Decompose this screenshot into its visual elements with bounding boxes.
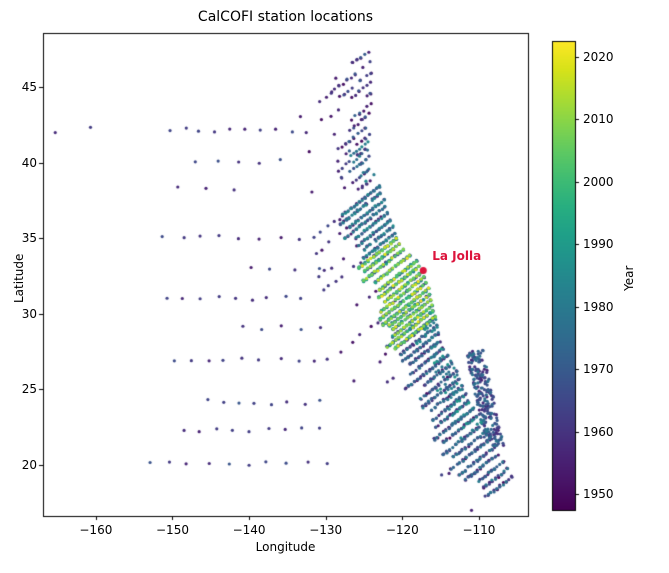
colorbar-tick-label: 1990 bbox=[583, 237, 614, 252]
x-tick-label: −140 bbox=[232, 523, 266, 537]
colorbar-label: Year bbox=[622, 265, 636, 291]
colorbar-tick-label: 1980 bbox=[583, 299, 614, 314]
colorbar-tick-label: 2010 bbox=[583, 112, 614, 127]
x-tick-label: −110 bbox=[462, 523, 496, 537]
colorbar-tick-label: 2000 bbox=[583, 174, 614, 189]
y-tick-label: 20 bbox=[21, 457, 37, 472]
x-tick-label: −120 bbox=[385, 523, 419, 537]
x-tick-label: −160 bbox=[79, 523, 113, 537]
y-tick-label: 25 bbox=[21, 382, 37, 397]
y-axis-label: Latitude bbox=[12, 253, 26, 303]
colorbar-tick-label: 1950 bbox=[583, 487, 614, 502]
x-axis-label: Longitude bbox=[255, 540, 316, 554]
colorbar-tick-label: 1960 bbox=[583, 424, 614, 439]
x-tick-label: −150 bbox=[156, 523, 189, 537]
y-tick-label: 40 bbox=[21, 155, 37, 170]
y-tick-label: 45 bbox=[21, 80, 37, 95]
colorbar-tick-label: 2020 bbox=[583, 49, 614, 64]
y-tick-label: 35 bbox=[21, 231, 37, 246]
y-tick-label: 30 bbox=[21, 306, 37, 321]
colorbar-tick-label: 1970 bbox=[583, 362, 614, 377]
chart-title: CalCOFI station locations bbox=[197, 9, 374, 25]
la-jolla-annotation-label: La Jolla bbox=[432, 249, 482, 264]
x-tick-label: −130 bbox=[309, 523, 343, 537]
